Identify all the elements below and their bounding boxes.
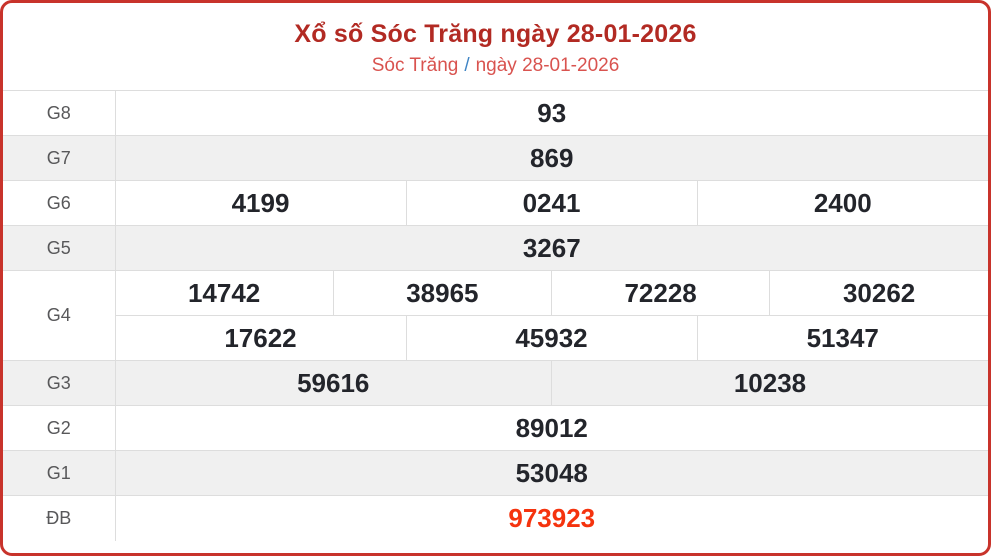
prize-label-g2: G2 xyxy=(3,405,116,451)
row-g4-line1: G4 14742 38965 72228 30262 xyxy=(3,270,988,361)
prize-value: 2400 xyxy=(696,180,988,226)
prize-value: 38965 xyxy=(332,270,553,316)
prize-label-g1: G1 xyxy=(3,450,116,496)
prize-label-db: ĐB xyxy=(3,495,116,541)
prize-value: 0241 xyxy=(405,180,698,226)
prize-value: 53048 xyxy=(114,450,988,496)
row-g7: G7 869 xyxy=(3,135,988,181)
row-g8: G8 93 xyxy=(3,90,988,136)
prize-value: 45932 xyxy=(405,315,698,361)
row-g6: G6 4199 0241 2400 xyxy=(3,180,988,226)
prize-label-g6: G6 xyxy=(3,180,116,226)
row-g3: G3 59616 10238 xyxy=(3,360,988,406)
prize-label-g4: G4 xyxy=(3,270,116,361)
row-g1: G1 53048 xyxy=(3,450,988,496)
row-db: ĐB 973923 xyxy=(3,495,988,541)
prize-value: 869 xyxy=(114,135,988,181)
prize-value: 14742 xyxy=(114,270,334,316)
row-g5: G5 3267 xyxy=(3,225,988,271)
prize-value: 17622 xyxy=(115,315,407,361)
prize-value: 89012 xyxy=(114,405,988,451)
prize-label-g5: G5 xyxy=(3,225,116,271)
prize-value: 72228 xyxy=(550,270,771,316)
results-table: G8 93 G7 869 G6 4199 0241 2400 G5 3267 G… xyxy=(3,90,988,541)
prize-value: 3267 xyxy=(114,225,988,271)
prize-label-g8: G8 xyxy=(3,90,116,136)
breadcrumb: Sóc Trăng / ngày 28-01-2026 xyxy=(372,55,620,77)
prize-value: 51347 xyxy=(696,315,988,361)
prize-label-g7: G7 xyxy=(3,135,116,181)
prize-value: 93 xyxy=(114,90,988,136)
prize-value: 10238 xyxy=(551,360,988,406)
card-header: Xổ số Sóc Trăng ngày 28-01-2026 Sóc Trăn… xyxy=(3,3,988,90)
row-g2: G2 89012 xyxy=(3,405,988,451)
prize-value-special: 973923 xyxy=(114,495,988,541)
prize-value: 4199 xyxy=(114,180,407,226)
prize-label-g3: G3 xyxy=(3,360,116,406)
breadcrumb-province[interactable]: Sóc Trăng xyxy=(371,55,459,76)
breadcrumb-date[interactable]: ngày 28-01-2026 xyxy=(475,55,620,76)
row-g4-line2: 17622 45932 51347 xyxy=(3,315,988,361)
prize-value: 59616 xyxy=(114,360,552,406)
page-title: Xổ số Sóc Trăng ngày 28-01-2026 xyxy=(294,20,697,48)
breadcrumb-separator: / xyxy=(464,55,470,76)
prize-value: 30262 xyxy=(769,270,988,316)
